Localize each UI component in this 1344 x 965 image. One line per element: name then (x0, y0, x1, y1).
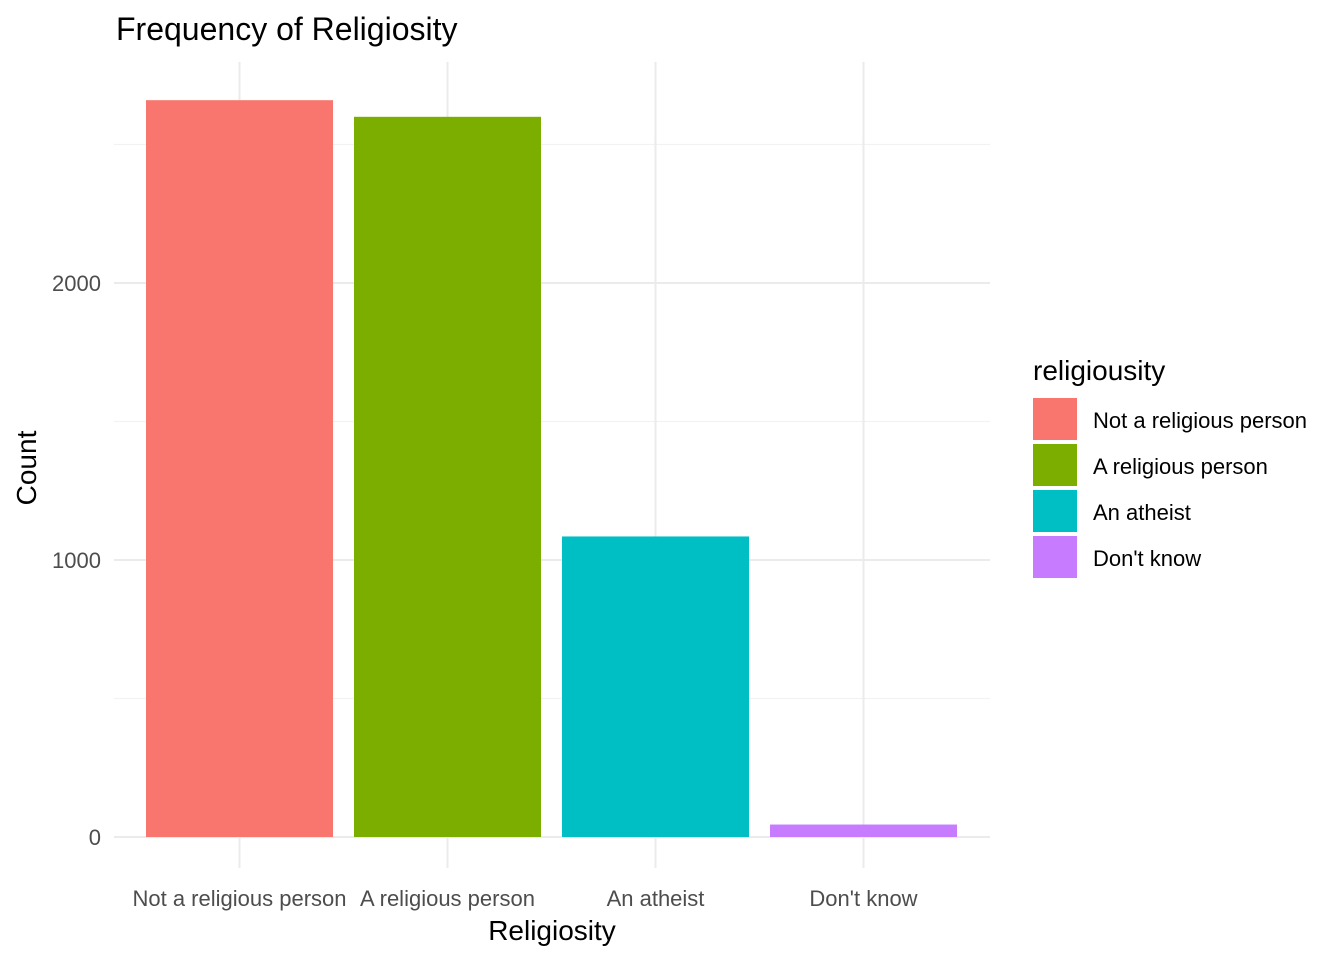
chart-title: Frequency of Religiosity (116, 11, 457, 47)
y-tick-label: 1000 (52, 548, 101, 573)
legend-swatch (1033, 490, 1077, 532)
bar (354, 116, 541, 838)
legend-label: A religious person (1093, 454, 1268, 479)
y-tick-labels: 0 1000 2000 (52, 271, 101, 850)
legend-swatch (1033, 398, 1077, 440)
legend-title: religiousity (1033, 355, 1165, 386)
bars (146, 100, 957, 838)
y-tick-label: 2000 (52, 271, 101, 296)
legend-label: Not a religious person (1093, 408, 1307, 433)
legend-swatch (1033, 536, 1077, 578)
legend: religiousity Not a religious person A rel… (1033, 355, 1307, 578)
legend-label: Don't know (1093, 546, 1201, 571)
x-tick-label: Don't know (809, 886, 917, 911)
legend-swatch (1033, 444, 1077, 486)
y-axis-title: Count (11, 430, 42, 505)
legend-label: An atheist (1093, 500, 1191, 525)
bar (770, 824, 957, 837)
x-tick-labels: Not a religious person A religious person… (132, 886, 917, 911)
y-tick-label: 0 (89, 825, 101, 850)
x-tick-label: Not a religious person (132, 886, 346, 911)
x-axis-title: Religiosity (488, 915, 616, 946)
x-tick-label: An atheist (607, 886, 705, 911)
x-tick-label: A religious person (360, 886, 535, 911)
bar (146, 100, 333, 838)
bar (562, 536, 749, 837)
